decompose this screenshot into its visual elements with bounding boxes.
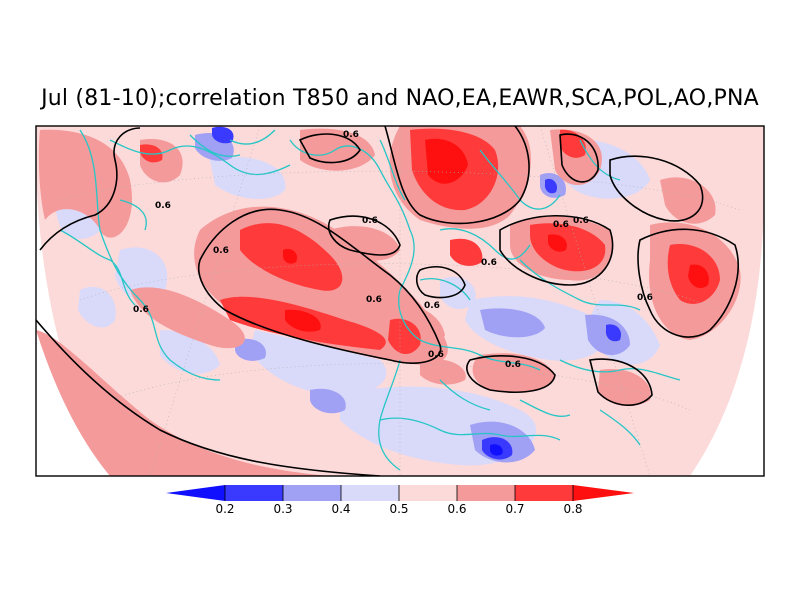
contour-label: 0.6 [637,293,653,303]
colorbar-bin-0.4-0.5 [341,485,399,501]
contour-0.6-arctic [298,133,361,164]
colorbar-below-arrow [166,485,225,501]
contour-label: 0.6 [343,130,359,140]
coastlines [59,129,681,471]
colorbar-bin-0.2-0.3 [225,485,283,501]
contour-label: 0.6 [133,305,149,315]
contour-label: 0.6 [362,216,378,226]
contour-0.6-east [637,228,739,338]
colorbar-bin-0.7-0.8 [515,485,573,501]
colorbar-bin-0.6-0.7 [457,485,515,501]
contour-0.6-scandinavia [559,133,599,183]
contour-0.6-europe [499,214,614,286]
contour-0.6-central [198,208,442,364]
colorbar-tick-label: 0.7 [505,502,524,516]
contour-label: 0.6 [428,350,444,360]
colorbar-tick-label: 0.8 [563,502,582,516]
contour-0.6-northeast [609,155,704,222]
colorbar-tick-label: 0.6 [447,502,466,516]
colorbar-bin-0.3-0.4 [283,485,341,501]
outside-projection-right [690,200,764,476]
colorbar-tick-label: 0.2 [215,502,234,516]
contour-0.6-greenland [384,126,530,225]
contour-label: 0.6 [213,246,229,256]
contour-0.6-north [328,215,401,256]
contour-label: 0.6 [505,360,521,370]
contour-label: 0.6 [481,258,497,268]
contour-label: 0.6 [366,295,382,305]
contour-0.6-atlantic [415,266,466,299]
colorbar-above-arrow [573,485,634,501]
colorbar-bin-0.5-0.6 [399,485,457,501]
contour-lines [36,126,739,476]
contour-0.6-west [39,127,141,251]
contour-0.6-mediterranean [466,355,556,393]
contour-label: 0.6 [424,301,440,311]
dark-blue-regions [212,126,622,460]
colorbar-dividers [224,485,574,501]
map-title: Jul (81-10);correlation T850 and NAO,EA,… [41,86,759,111]
colorbar: 0.2 0.3 0.4 0.5 0.6 0.7 0.8 [166,485,634,516]
contour-label: 0.6 [553,220,569,230]
deep-red-regions [283,138,709,332]
colorbar-tick-label: 0.3 [273,502,292,516]
contour-0.6-southwest [36,319,381,476]
colorbar-tick-label: 0.4 [331,502,350,516]
contour-0.6-africa [589,358,653,406]
shaded-field: 0.6 0.6 0.6 0.6 0.6 0.6 0.6 0.6 0.6 0.6 … [36,126,764,476]
contour-labels: 0.6 0.6 0.6 0.6 0.6 0.6 0.6 0.6 0.6 0.6 … [133,130,653,370]
outside-projection [36,170,110,476]
map-frame [35,125,765,477]
contour-label: 0.6 [155,201,171,211]
colorbar-tick-label: 0.5 [389,502,408,516]
contour-label: 0.6 [573,216,589,226]
